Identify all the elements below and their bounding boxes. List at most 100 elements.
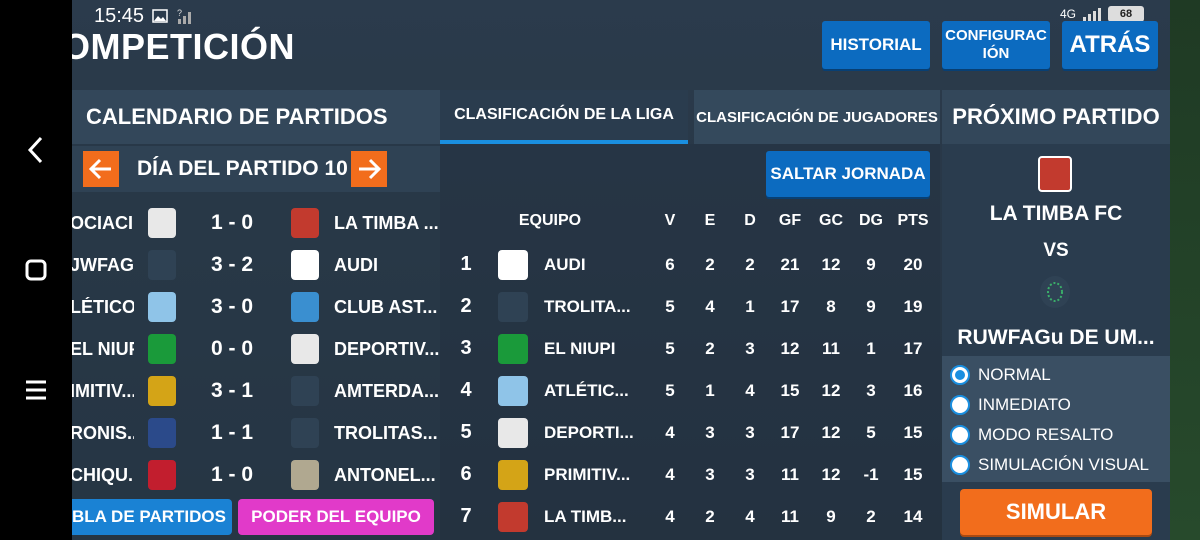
team-name: DEPORTI... <box>544 423 634 442</box>
goal-difference: 2 <box>866 507 876 526</box>
draws: 2 <box>705 339 715 358</box>
standings-row[interactable]: 6 PRIMITIV... 4 3 3 11 12 -1 15 <box>440 454 940 496</box>
team-logo <box>498 250 528 280</box>
game-screen: 15:45 ? 4G 68 OMPETICIÓN HISTORIAL CONFI… <box>72 0 1200 540</box>
losses: 1 <box>745 297 755 316</box>
atras-button[interactable]: ATRÁS <box>1062 21 1158 69</box>
team-logo <box>498 502 528 532</box>
header-gf: GF <box>778 212 802 229</box>
home-team-logo <box>148 334 176 364</box>
points: 16 <box>903 381 923 400</box>
match-row[interactable]: OCIACI... 1 - 0 LA TIMBA ... <box>72 202 440 244</box>
next-home-team: LA TIMBA FC <box>989 202 1123 225</box>
match-score: 3 - 2 <box>210 253 254 276</box>
configuracion-button[interactable]: CONFIGURAC IÓN <box>942 21 1050 69</box>
team-name: PRIMITIV... <box>544 465 631 484</box>
arrow-left-icon <box>89 158 111 180</box>
team-logo <box>498 292 528 322</box>
wins: 4 <box>665 465 675 484</box>
saltar-jornada-button[interactable]: SALTAR JORNADA <box>766 151 930 197</box>
team-logo <box>498 460 528 490</box>
points: 17 <box>903 339 923 358</box>
recents-icon[interactable] <box>16 370 56 410</box>
goal-difference: 1 <box>866 339 876 358</box>
team-name: ATLÉTIC... <box>544 381 629 400</box>
home-team-logo <box>148 292 176 322</box>
away-team-name: LA TIMBA ... <box>334 213 439 233</box>
sim-option[interactable]: SIMULACIÓN VISUAL <box>950 452 1149 478</box>
next-day-button[interactable] <box>351 151 387 187</box>
tab-clasificacion-liga[interactable]: CLASIFICACIÓN DE LA LIGA <box>440 90 688 144</box>
simulation-options: NORMAL INMEDIATO MODO RESALTO SIMULACIÓN VI… <box>942 356 1170 482</box>
standings-row[interactable]: 1 AUDI 6 2 2 21 12 9 20 <box>440 244 940 286</box>
away-team-logo <box>291 334 319 364</box>
poder-equipo-button[interactable]: PODER DEL EQUIPO <box>238 499 434 535</box>
prev-day-button[interactable] <box>83 151 119 187</box>
signal-icon: ? <box>177 8 192 24</box>
sim-option-label: SIMULACIÓN VISUAL <box>978 455 1149 474</box>
tab-clasificacion-jugadores[interactable]: CLASIFICACIÓN DE JUGADORES <box>694 90 940 144</box>
match-row[interactable]: IMITIV... 3 - 1 AMTERDA... <box>72 370 440 412</box>
position: 2 <box>460 295 472 317</box>
draws: 2 <box>705 507 715 526</box>
goals-for: 11 <box>781 507 799 526</box>
team-logo <box>498 376 528 406</box>
sim-option[interactable]: INMEDIATO <box>950 392 1071 418</box>
standings-row[interactable]: 4 ATLÉTIC... 5 1 4 15 12 3 16 <box>440 370 940 412</box>
home-icon[interactable] <box>16 250 56 290</box>
away-team-logo <box>1040 276 1070 308</box>
position: 5 <box>460 421 472 443</box>
team-name: TROLITA... <box>544 297 631 316</box>
matchday-label: DÍA DEL PARTIDO 10 <box>137 157 348 180</box>
wins: 5 <box>665 381 675 400</box>
goal-difference: 9 <box>866 255 876 274</box>
home-team-logo <box>148 208 176 238</box>
home-team-name: JWFAGu ... <box>72 255 134 275</box>
match-score: 1 - 1 <box>210 421 254 444</box>
historial-button[interactable]: HISTORIAL <box>822 21 930 69</box>
back-icon[interactable] <box>16 130 56 170</box>
simular-button[interactable]: SIMULAR <box>960 489 1152 535</box>
away-team-name: DEPORTIV... <box>334 339 440 359</box>
team-logo <box>498 418 528 448</box>
match-score: 1 - 0 <box>210 211 254 234</box>
radio-button[interactable] <box>950 365 970 385</box>
network-type: 4G <box>1059 7 1076 21</box>
goals-for: 11 <box>781 465 799 484</box>
radio-button[interactable] <box>950 455 970 475</box>
sim-option[interactable]: MODO RESALTO <box>950 422 1113 448</box>
points: 20 <box>903 255 923 274</box>
standings-row[interactable]: 5 DEPORTI... 4 3 3 17 12 5 15 <box>440 412 940 454</box>
next-away-team: RUWFAGu DE UM... <box>957 326 1155 349</box>
standings-row[interactable]: 7 LA TIMB... 4 2 4 11 9 2 14 <box>440 496 940 538</box>
sim-option[interactable]: NORMAL <box>950 362 1051 388</box>
draws: 3 <box>705 423 715 442</box>
match-row[interactable]: LÉTICO... 3 - 0 CLUB AST... <box>72 286 440 328</box>
radio-button[interactable] <box>950 395 970 415</box>
match-score: 3 - 0 <box>210 295 254 318</box>
standings-row[interactable]: 3 EL NIUPI 5 2 3 12 11 1 17 <box>440 328 940 370</box>
team-logo <box>498 334 528 364</box>
radio-button[interactable] <box>950 425 970 445</box>
goal-difference: 5 <box>866 423 876 442</box>
away-team-logo <box>291 460 319 490</box>
next-match-title: PRÓXIMO PARTIDO <box>942 90 1170 144</box>
match-row[interactable]: JWFAGu ... 3 - 2 AUDI <box>72 244 440 286</box>
match-row[interactable]: EL NIUPI 0 - 0 DEPORTIV... <box>72 328 440 370</box>
configuracion-label-2: IÓN <box>982 45 1010 62</box>
home-team-name: OCIACI... <box>72 213 134 233</box>
wins: 5 <box>665 339 675 358</box>
sim-option-label: MODO RESALTO <box>978 425 1114 444</box>
match-row[interactable]: RONIS... 1 - 1 TROLITAS... <box>72 412 440 454</box>
standings-row[interactable]: 2 TROLITA... 5 4 1 17 8 9 19 <box>440 286 940 328</box>
header-team: EQUIPO <box>518 212 582 229</box>
draws: 4 <box>705 297 715 316</box>
system-nav-bar <box>0 0 72 540</box>
team-name: AUDI <box>544 255 586 274</box>
points: 14 <box>903 507 923 526</box>
home-team-name: LÉTICO... <box>72 297 134 317</box>
standings-header: EQUIPO V E D GF GC DG PTS <box>440 212 940 234</box>
match-row[interactable]: CHIQU... 1 - 0 ANTONEL... <box>72 454 440 496</box>
tabla-partidos-button[interactable]: BLA DE PARTIDOS <box>72 499 232 535</box>
points: 15 <box>903 423 923 442</box>
